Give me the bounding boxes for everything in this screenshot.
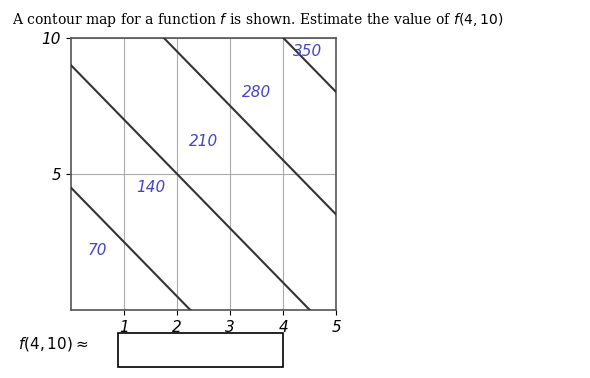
Text: A contour map for a function $f$ is shown. Estimate the value of $f(4, 10)$: A contour map for a function $f$ is show…: [12, 11, 503, 29]
Text: 280: 280: [242, 85, 271, 100]
Text: 70: 70: [87, 243, 107, 257]
Text: $f(4, 10) \approx$: $f(4, 10) \approx$: [18, 335, 88, 353]
Text: 350: 350: [293, 44, 322, 59]
FancyBboxPatch shape: [118, 333, 283, 367]
Text: 210: 210: [189, 134, 218, 149]
Text: 140: 140: [136, 180, 165, 195]
